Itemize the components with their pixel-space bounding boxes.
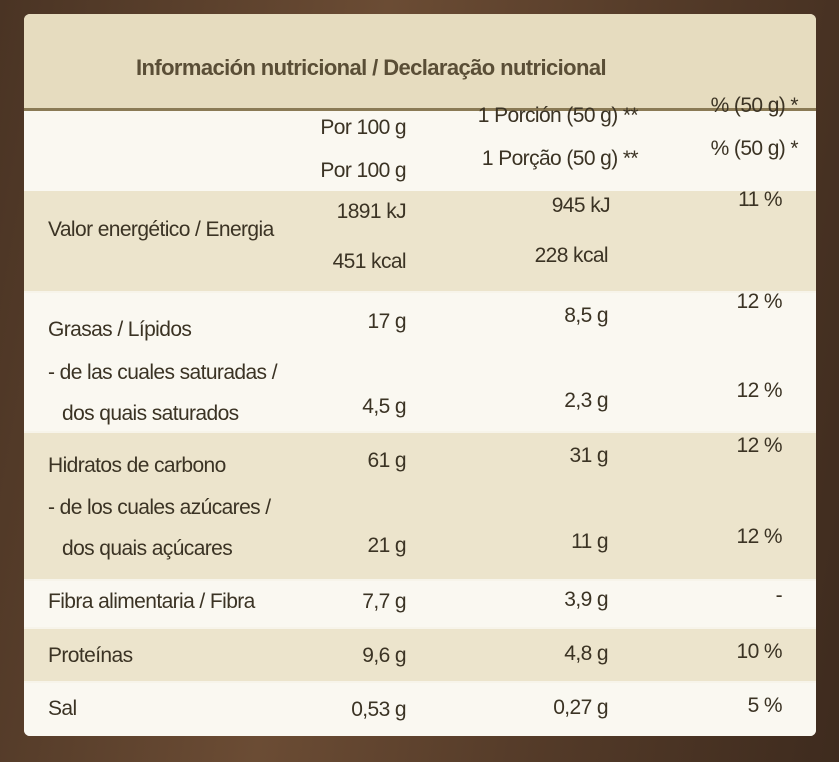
value: 12 %	[736, 525, 783, 548]
column-header: % (50 g) *	[710, 137, 799, 160]
row-label: dos quais açúcares	[62, 537, 233, 560]
row-band	[24, 111, 816, 191]
value: -	[775, 584, 783, 607]
value: 5 %	[747, 694, 783, 717]
header-band	[24, 14, 816, 111]
column-header: % (50 g) *	[710, 94, 799, 117]
value: 8,5 g	[564, 304, 608, 327]
value: 228 kcal	[534, 244, 609, 267]
value: 61 g	[367, 449, 407, 472]
row-label: Grasas / Lípidos	[48, 318, 192, 341]
row-band	[24, 629, 816, 681]
column-header: Por 100 g	[320, 159, 406, 182]
row-band	[24, 293, 816, 431]
value: 3,9 g	[564, 588, 608, 611]
value: 12 %	[736, 434, 783, 457]
value: 31 g	[569, 444, 609, 467]
row-label: Hidratos de carbono	[48, 454, 226, 477]
row-label: - de los cuales azúcares /	[48, 496, 271, 519]
row-label: - de las cuales saturadas /	[48, 361, 278, 384]
value: 451 kcal	[332, 250, 407, 273]
row-band	[24, 683, 816, 736]
nutrition-label: Información nutricional / Declaração nut…	[24, 14, 816, 736]
row-label: Valor energético / Energia	[48, 218, 274, 241]
value: 9,6 g	[362, 644, 406, 667]
value: 17 g	[367, 310, 407, 333]
row-label: Proteínas	[48, 644, 133, 667]
table-title: Información nutricional / Declaração nut…	[136, 55, 607, 80]
row-label: Fibra alimentaria / Fibra	[48, 590, 255, 613]
value: 0,27 g	[553, 696, 608, 719]
value: 12 %	[736, 379, 783, 402]
column-header: Por 100 g	[320, 116, 406, 139]
value: 2,3 g	[564, 389, 608, 412]
value: 0,53 g	[351, 698, 406, 721]
value: 11 g	[571, 530, 609, 553]
value: 945 kJ	[551, 194, 611, 217]
row-band	[24, 581, 816, 627]
value: 21 g	[367, 534, 407, 557]
value: 11 %	[738, 188, 783, 211]
value: 10 %	[736, 640, 783, 663]
value: 1891 kJ	[336, 200, 407, 223]
row-band	[24, 433, 816, 579]
value: 7,7 g	[362, 590, 406, 613]
row-label: Sal	[48, 697, 77, 720]
row-band	[24, 191, 816, 291]
row-label: dos quais saturados	[62, 402, 239, 425]
value: 4,8 g	[564, 642, 608, 665]
value: 12 %	[736, 290, 783, 313]
value: 4,5 g	[362, 395, 406, 418]
column-header: 1 Porción (50 g) **	[477, 104, 639, 127]
column-header: 1 Porção (50 g) **	[481, 147, 639, 170]
